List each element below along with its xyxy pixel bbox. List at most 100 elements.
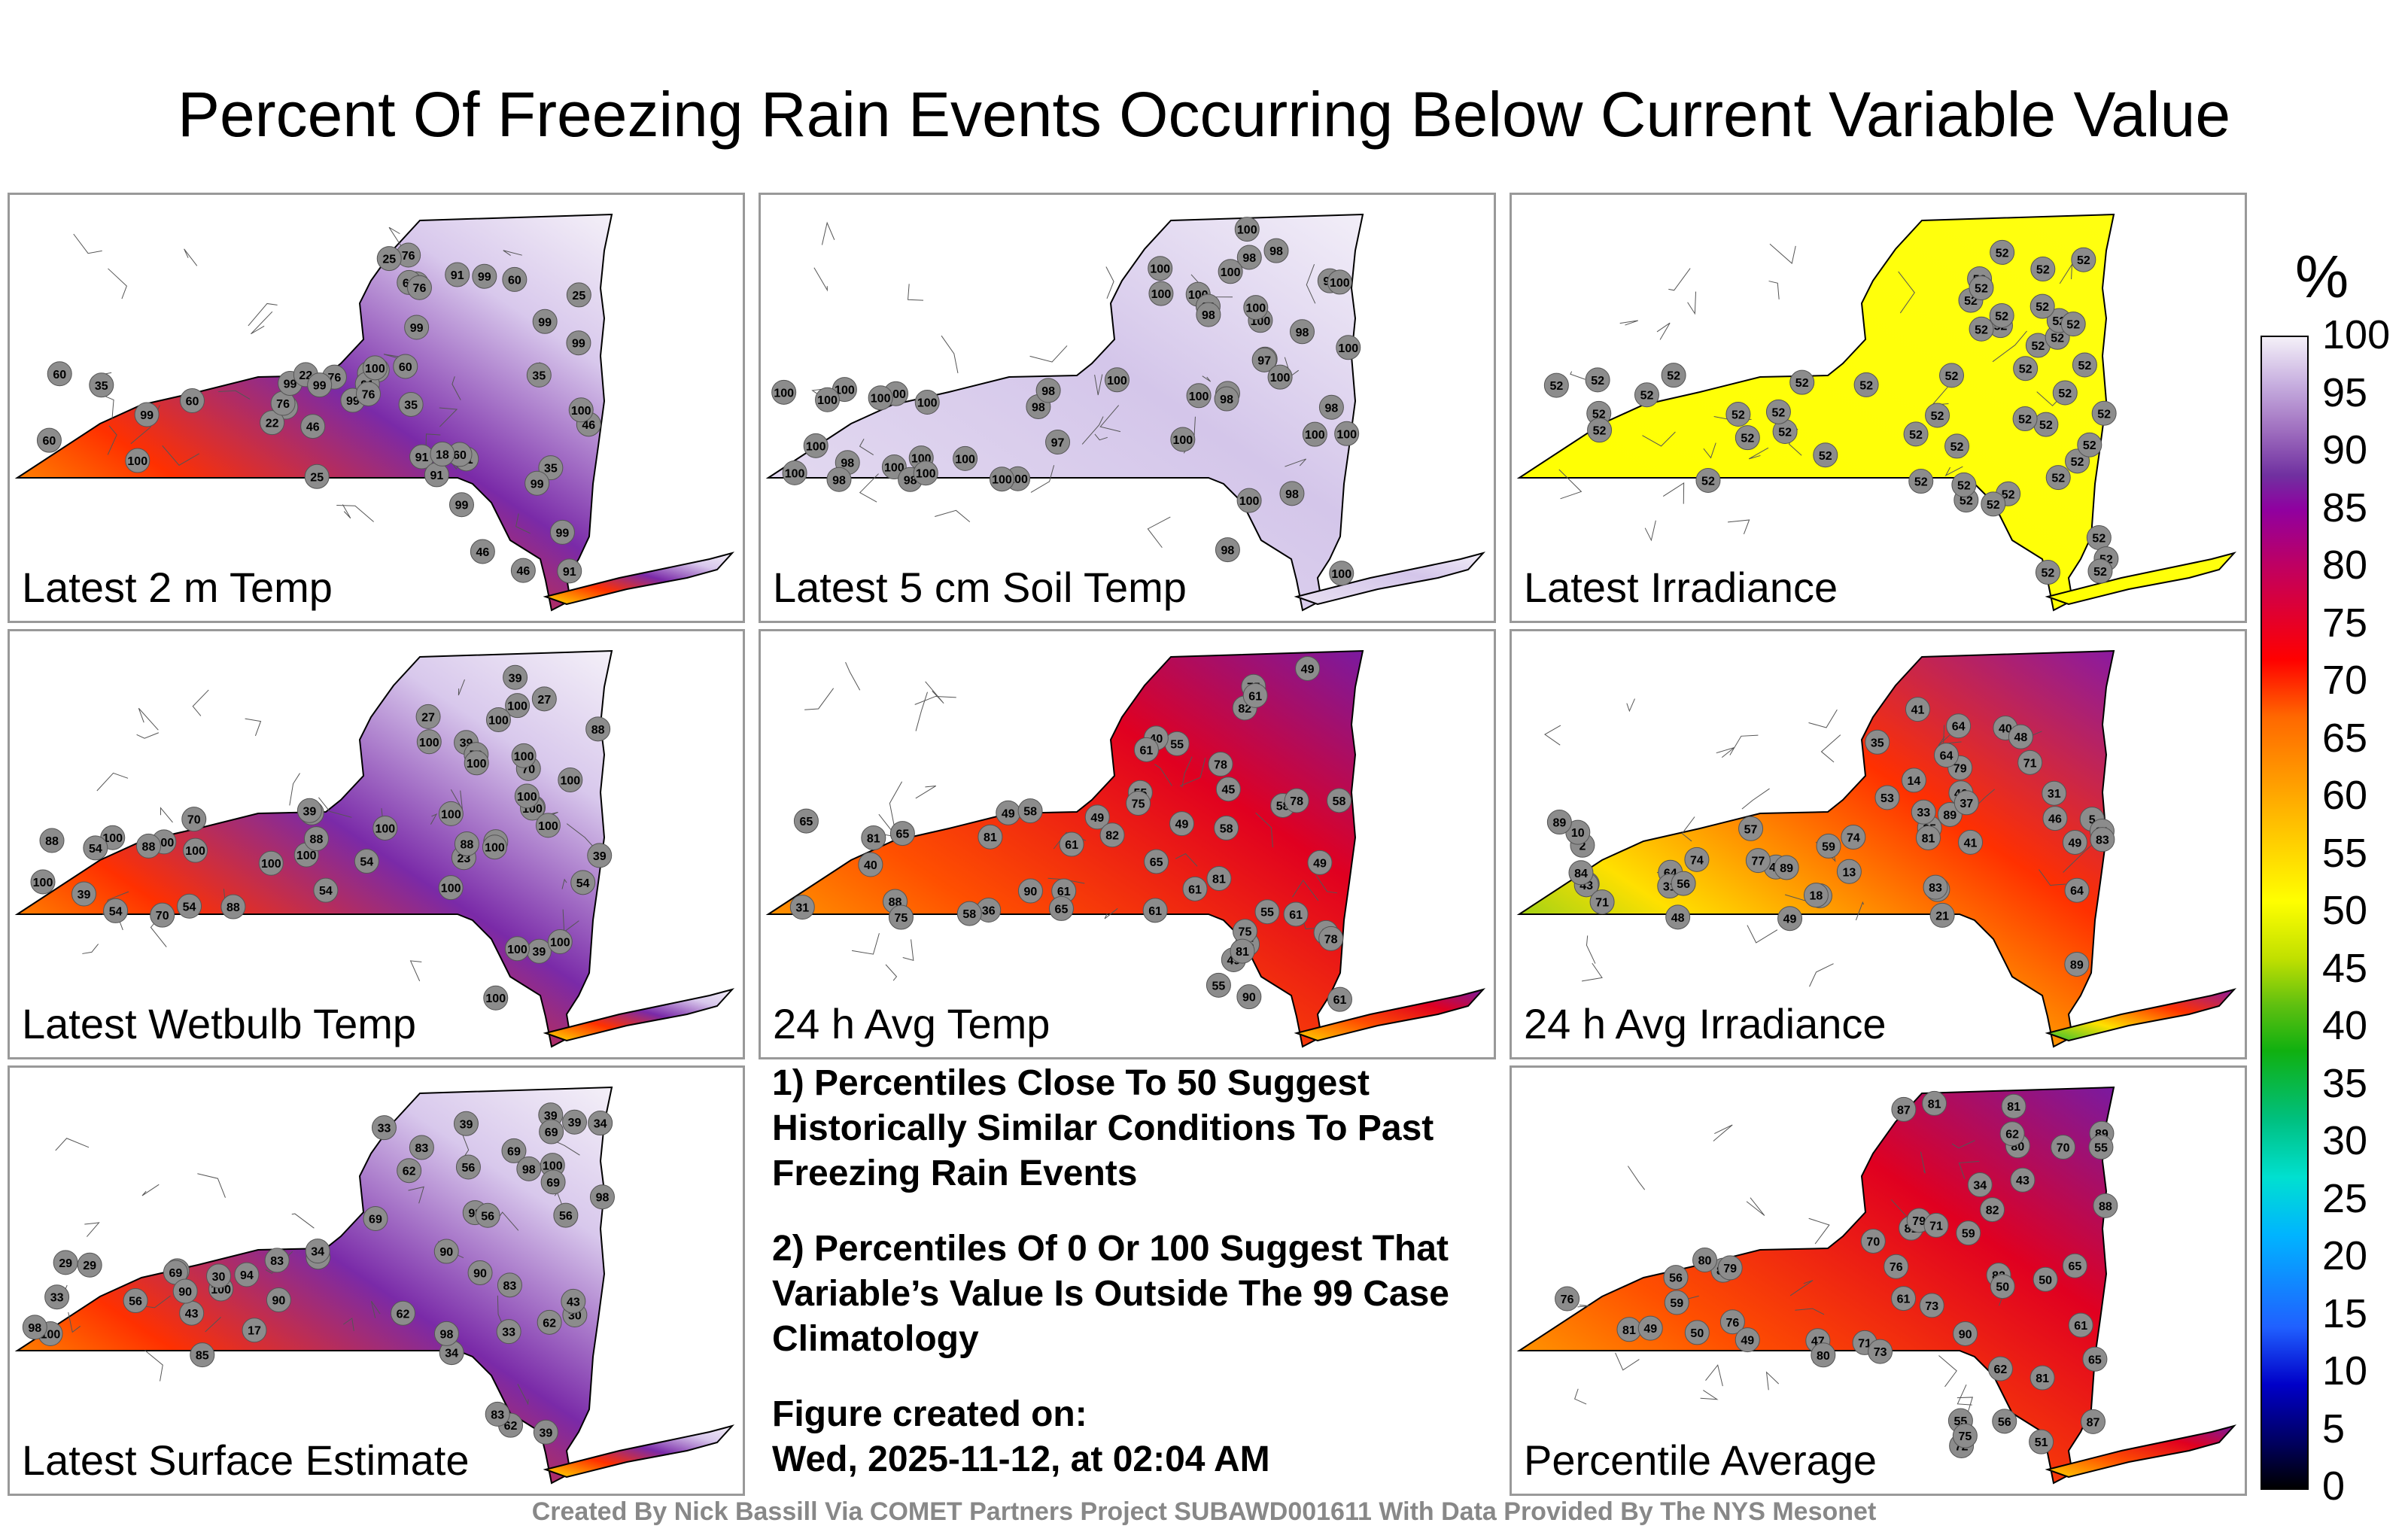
- county-border: [1746, 1197, 1765, 1216]
- station-marker: [47, 361, 72, 387]
- station-marker: [1860, 1228, 1886, 1254]
- station-value: 100: [1237, 224, 1257, 237]
- station-marker: [1236, 488, 1262, 513]
- county-border: [1769, 243, 1796, 265]
- station-marker: [1568, 860, 1594, 886]
- station-marker: [1969, 275, 1994, 301]
- station-value: 74: [1847, 832, 1860, 845]
- station-marker: [1789, 369, 1815, 395]
- station-value: 59: [1962, 1228, 1975, 1241]
- station-marker: [1951, 472, 1977, 497]
- county-border: [160, 807, 173, 823]
- station-marker: [1230, 938, 1255, 964]
- station-value: 52: [1975, 324, 1988, 336]
- station-value: 52: [2018, 414, 2032, 427]
- colorbar-unit: %: [2295, 243, 2349, 310]
- station-marker: [1803, 883, 1829, 908]
- station-marker: [1589, 889, 1615, 915]
- station-value: 100: [467, 758, 487, 771]
- station-marker: [391, 1300, 416, 1326]
- station-marker: [2017, 749, 2043, 775]
- station-marker: [1989, 302, 2014, 328]
- colorbar-tick: 85: [2322, 485, 2368, 530]
- station-marker: [464, 750, 489, 776]
- county-border: [251, 311, 273, 335]
- station-value: 52: [2036, 264, 2050, 277]
- station-marker: [1999, 1121, 2025, 1147]
- county-border: [561, 878, 567, 889]
- county-border: [1729, 734, 1759, 755]
- station-value: 75: [1132, 798, 1145, 810]
- station-marker: [1903, 421, 1929, 447]
- county-border: [503, 250, 522, 256]
- station-value: 31: [2048, 788, 2061, 801]
- station-value: 79: [1953, 762, 1967, 775]
- station-value: 61: [1065, 839, 1078, 852]
- station-value: 88: [45, 835, 59, 848]
- station-value: 100: [507, 944, 528, 956]
- station-marker: [125, 448, 150, 473]
- station-value: 83: [1929, 882, 1942, 895]
- map-panel-soil-temp: 1009898979810010098989897100100100981009…: [759, 193, 1496, 623]
- station-marker: [1017, 798, 1043, 824]
- station-marker: [1992, 1409, 2017, 1434]
- county-border: [515, 513, 531, 534]
- station-marker: [2029, 1365, 2055, 1391]
- county-border: [342, 504, 351, 519]
- station-marker: [2013, 356, 2039, 381]
- station-value: 99: [478, 271, 491, 284]
- station-value: 33: [1917, 807, 1930, 819]
- station-value: 2: [1579, 840, 1586, 853]
- station-value: 75: [895, 912, 908, 925]
- county-border: [1956, 1397, 1974, 1414]
- station-value: 54: [576, 877, 590, 890]
- station-marker: [889, 821, 915, 847]
- station-marker: [539, 1119, 564, 1144]
- station-value: 10: [1571, 827, 1585, 840]
- county-border: [343, 1318, 354, 1331]
- station-value: 65: [2068, 1260, 2081, 1273]
- station-marker: [531, 686, 557, 712]
- county-border: [1808, 709, 1838, 728]
- colorbar-tick: 25: [2322, 1175, 2368, 1221]
- county-border: [409, 960, 422, 982]
- station-marker: [150, 902, 175, 928]
- county-border: [144, 1350, 163, 1382]
- county-border: [885, 964, 898, 981]
- station-value: 52: [1741, 433, 1754, 445]
- station-value: 83: [415, 1142, 428, 1155]
- station-value: 51: [2035, 1436, 2048, 1449]
- station-marker: [1987, 1356, 2013, 1382]
- station-value: 100: [550, 936, 570, 949]
- station-marker: [501, 1138, 527, 1163]
- county-border: [245, 718, 262, 737]
- station-value: 100: [488, 714, 509, 727]
- station-value: 98: [1032, 401, 1045, 414]
- county-border: [388, 226, 402, 246]
- station-marker: [1952, 1423, 1978, 1448]
- long-island-shape: [543, 988, 735, 1042]
- county-border: [1582, 962, 1603, 982]
- station-value: 61: [1333, 994, 1347, 1007]
- colorbar-tick: 75: [2322, 600, 2368, 646]
- station-value: 100: [884, 462, 905, 475]
- colorbar-tick: 60: [2322, 773, 2368, 818]
- station-value: 60: [53, 369, 66, 381]
- station-marker: [1289, 319, 1315, 345]
- station-value: 100: [514, 750, 534, 763]
- station-value: 100: [507, 701, 528, 713]
- ny-map: 39 34 33 17 29 30 98 94 62 69 34 90 83 85 69 90 56 69 43 39…: [14, 1086, 735, 1485]
- station-marker: [504, 936, 530, 962]
- station-marker: [1813, 442, 1838, 468]
- station-marker: [1735, 1327, 1760, 1353]
- county-border: [1951, 1140, 1975, 1149]
- station-value: 65: [1150, 856, 1163, 869]
- station-marker: [304, 464, 330, 489]
- station-value: 41: [1964, 837, 1978, 850]
- station-marker: [1953, 1321, 1978, 1346]
- station-marker: [430, 441, 455, 467]
- station-value: 100: [261, 858, 281, 871]
- station-value: 100: [485, 842, 505, 855]
- station-marker: [362, 355, 388, 381]
- station-marker: [433, 1239, 459, 1264]
